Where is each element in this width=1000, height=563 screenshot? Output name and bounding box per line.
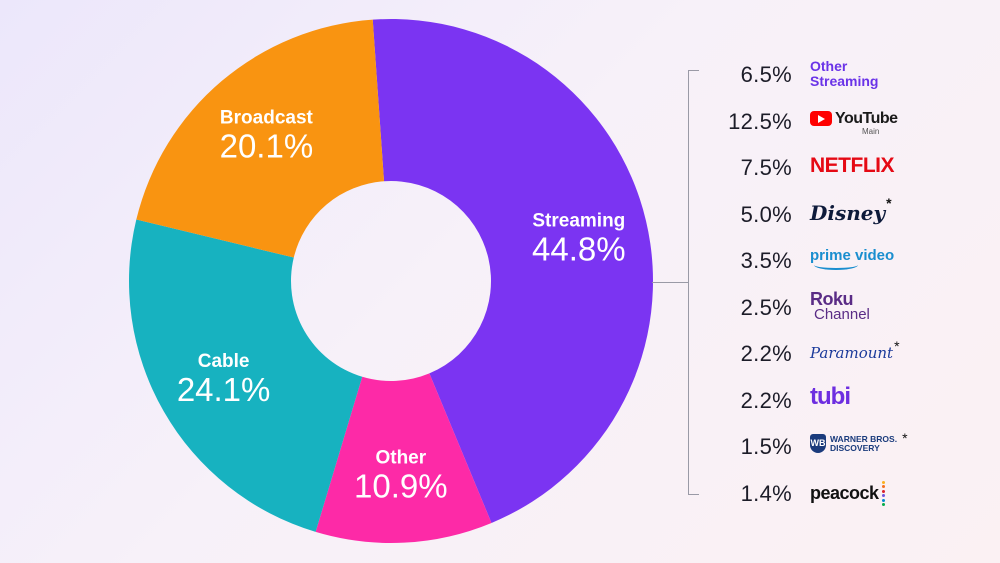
breakdown-row-tubi: 2.2% tubi	[700, 382, 1000, 429]
youtube-logo: YouTube Main	[810, 106, 898, 136]
bracket-bottom-tick	[689, 494, 699, 495]
slice-label-streaming: Streaming	[532, 211, 625, 232]
peacock-wordmark: peacock	[810, 482, 879, 503]
breakdown-value: 3.5%	[740, 248, 792, 273]
warner-bros-discovery-logo: WB WARNER BROS. DISCOVERY *	[810, 430, 908, 453]
disney-wordmark: Disney	[810, 200, 886, 225]
roku-wordmark: Roku	[810, 288, 853, 309]
wbd-wordmark: WARNER BROS. DISCOVERY	[830, 433, 898, 453]
tubi-wordmark: tubi	[810, 382, 851, 410]
breakdown-value: 5.0%	[740, 201, 792, 227]
breakdown-value: 1.5%	[740, 434, 792, 459]
slice-value-other: 10.9%	[354, 468, 448, 505]
breakdown-value: 2.2%	[740, 341, 792, 366]
slice-value-streaming: 44.8%	[532, 231, 626, 268]
donut-slice-streaming	[372, 18, 654, 523]
wbd-line2: DISCOVERY	[830, 442, 880, 453]
wbd-line1: WARNER BROS.	[830, 433, 898, 444]
tubi-logo: tubi	[810, 382, 851, 411]
streaming-bracket	[688, 70, 699, 495]
prime-smile-icon	[814, 260, 858, 270]
other-streaming-line1: Other	[810, 58, 848, 74]
peacock-dot	[881, 503, 885, 506]
breakdown-row-roku: 2.5% Roku Channel	[700, 289, 1000, 336]
breakdown-value: 2.5%	[740, 294, 792, 320]
roku-channel-logo: Roku Channel	[810, 288, 870, 323]
donut-segments	[129, 18, 654, 544]
youtube-sublabel: Main	[862, 126, 880, 136]
peacock-dot	[881, 489, 885, 493]
bracket-top-tick	[689, 70, 699, 71]
breakdown-value: 7.5%	[740, 155, 792, 180]
slice-label-other: Other	[375, 448, 426, 469]
wb-shield-icon: WB	[810, 434, 826, 453]
paramount-wordmark: Paramount	[810, 344, 894, 362]
disney-asterisk: *	[886, 194, 892, 211]
peacock-logo: peacock	[810, 480, 885, 506]
slice-value-broadcast: 20.1%	[220, 128, 314, 165]
other-streaming-line2: Streaming	[810, 73, 879, 89]
breakdown-row-wbd: 1.5% WB WARNER BROS. DISCOVERY *	[700, 428, 1000, 475]
peacock-dot	[881, 485, 885, 488]
wbd-asterisk: *	[902, 429, 908, 446]
paramount-logo: Paramount*	[810, 338, 900, 362]
slice-value-cable: 24.1%	[177, 371, 271, 408]
slice-label-broadcast: Broadcast	[220, 108, 314, 129]
peacock-dot	[881, 494, 885, 497]
breakdown-value: 1.4%	[740, 480, 792, 506]
prime-video-wordmark: prime video	[810, 247, 895, 264]
breakdown-value: 6.5%	[740, 62, 792, 87]
breakdown-row-disney: 5.0% Disney*	[700, 195, 1000, 243]
bracket-connector	[652, 282, 688, 283]
youtube-play-icon	[810, 111, 832, 126]
breakdown-row-paramount: 2.2% Paramount*	[700, 335, 1000, 382]
paramount-asterisk: *	[894, 338, 900, 354]
breakdown-row-youtube: 12.5% YouTube Main	[700, 103, 1000, 150]
donut-slice-other	[315, 373, 492, 544]
disney-logo: Disney*	[810, 195, 892, 225]
peacock-dots-icon	[881, 480, 885, 506]
slice-label-cable: Cable	[198, 351, 250, 372]
breakdown-row-prime-video: 3.5% prime video	[700, 242, 1000, 289]
netflix-logo: NETFLIX	[810, 152, 895, 178]
peacock-dot	[881, 498, 885, 502]
other-streaming-logo: Other Streaming	[810, 59, 878, 89]
roku-channel-word: Channel	[814, 305, 870, 323]
breakdown-row-other-streaming: 6.5% Other Streaming	[700, 56, 1000, 103]
breakdown-row-netflix: 7.5% NETFLIX	[700, 149, 1000, 196]
breakdown-row-peacock: 1.4% peacock	[700, 475, 1000, 522]
donut-slice-cable	[129, 219, 363, 532]
peacock-dot	[881, 480, 885, 484]
youtube-wordmark: YouTube	[835, 109, 898, 127]
breakdown-value: 2.2%	[740, 387, 792, 413]
donut-slice-broadcast	[136, 19, 385, 258]
breakdown-value: 12.5%	[728, 108, 792, 134]
prime-video-logo: prime video	[810, 247, 894, 270]
streaming-breakdown-list: 6.5% Other Streaming 12.5% YouTube Main …	[700, 56, 1000, 521]
netflix-wordmark: NETFLIX	[810, 154, 895, 177]
